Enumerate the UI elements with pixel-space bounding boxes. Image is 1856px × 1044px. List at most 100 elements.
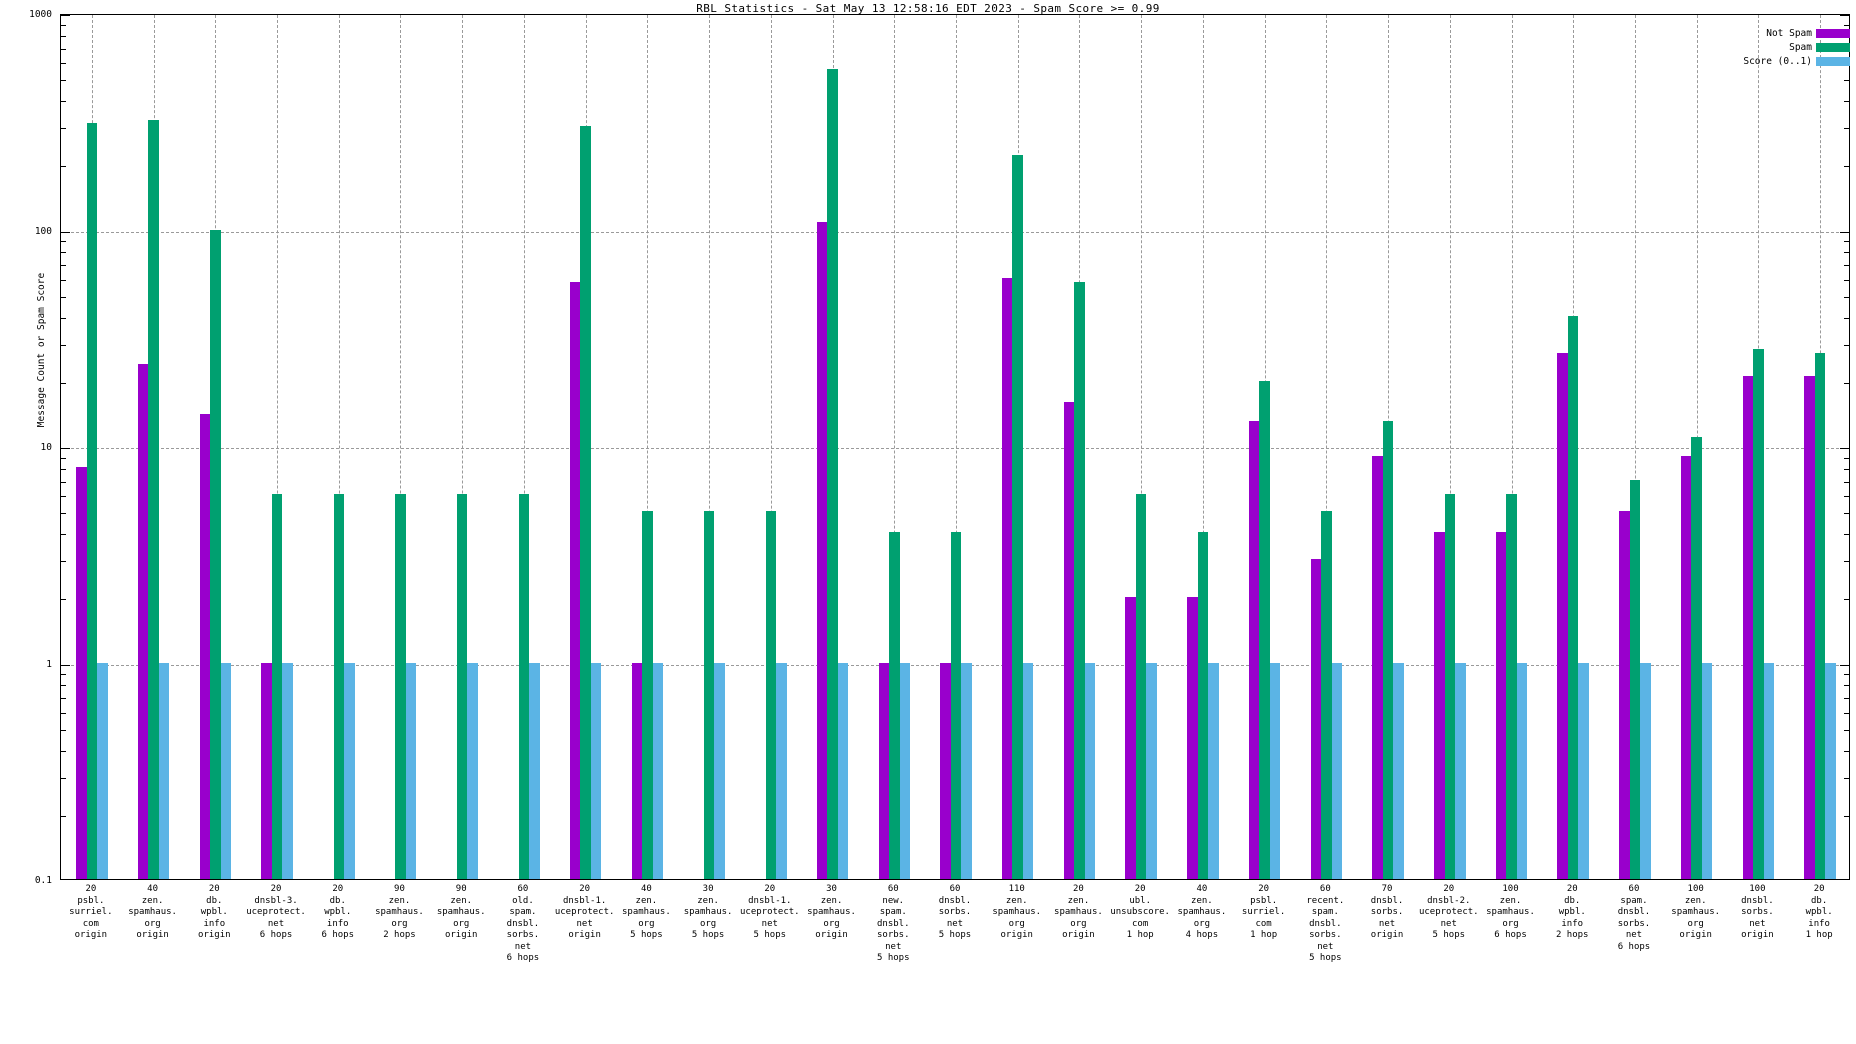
bar-score-0-1 bbox=[837, 662, 849, 879]
y-axis-minor-tick bbox=[1844, 698, 1849, 700]
x-axis-tick-label-line: origin bbox=[136, 930, 169, 940]
x-axis-tick-label-line: 5 hops bbox=[1309, 953, 1342, 963]
x-axis-tick-label-line: spamhaus. bbox=[683, 907, 733, 917]
x-axis-tick-label: 20 zen. spamhaus. org origin bbox=[1048, 884, 1110, 942]
x-axis-tick-label-line: org bbox=[1070, 918, 1087, 929]
x-axis-tick-label-line: 40 bbox=[147, 884, 158, 894]
x-axis-tick-label-line: dnsbl. bbox=[1741, 895, 1774, 906]
y-axis-minor-tick bbox=[1844, 729, 1849, 731]
vertical-gridline bbox=[1202, 15, 1204, 879]
x-axis-tick-label-line: 100 bbox=[1687, 884, 1704, 894]
x-axis-tick-label-line: 20 bbox=[332, 884, 344, 894]
x-axis-tick-label-line: sorbs. bbox=[506, 930, 540, 940]
x-axis-tick-label-line: 2 hops bbox=[383, 930, 416, 940]
y-axis-minor-tick bbox=[1844, 252, 1849, 254]
vertical-gridline bbox=[338, 15, 340, 879]
bar-group bbox=[1248, 15, 1281, 879]
x-axis-tick-label: 40 zen. spamhaus. org origin bbox=[122, 884, 184, 942]
bar-group bbox=[1434, 15, 1466, 879]
x-axis-tick-label-line: 20 bbox=[208, 884, 220, 894]
x-axis-tick-label-line: net bbox=[267, 918, 285, 929]
x-axis-tick-label-line: net bbox=[761, 918, 778, 929]
bar-score-0-1 bbox=[1084, 662, 1096, 879]
x-axis-tick-label-line: 20 bbox=[1258, 884, 1270, 894]
x-axis-tick-label-line: dnsbl. bbox=[506, 918, 540, 929]
x-axis-tick-label: 60 spam. dnsbl. sorbs. net 6 hops bbox=[1603, 884, 1665, 953]
x-axis-tick-label-line: 2 hops bbox=[1555, 930, 1589, 940]
legend-item[interactable]: Spam bbox=[1789, 42, 1850, 53]
x-axis-tick-label-line: 6 hops bbox=[1494, 930, 1527, 940]
bar-spam bbox=[456, 494, 468, 879]
x-axis-tick-label: 30 zen. spamhaus. org 5 hops bbox=[677, 884, 739, 942]
y-axis-minor-tick bbox=[61, 815, 66, 817]
x-axis-tick-label-line: 70 bbox=[1381, 884, 1393, 894]
x-axis-tick-label-line: db. bbox=[1564, 895, 1581, 906]
y-axis-minor-tick bbox=[1844, 777, 1849, 779]
x-axis-tick-label: 90 zen. spamhaus. org origin bbox=[430, 884, 492, 942]
y-axis-minor-tick bbox=[1844, 80, 1849, 82]
x-axis-tick-label-line: org bbox=[1502, 918, 1519, 929]
bar-spam bbox=[333, 494, 344, 879]
y-axis-minor-tick bbox=[61, 241, 66, 243]
vertical-gridline bbox=[770, 15, 772, 879]
x-axis-tick-label-line: 60 bbox=[949, 884, 961, 894]
x-axis-tick-label-line: zen. bbox=[388, 895, 411, 906]
bar-not-spam bbox=[1495, 532, 1507, 879]
x-axis-tick-label: 100 zen. spamhaus. org origin bbox=[1665, 884, 1727, 942]
x-axis-tick-label-line: zen. bbox=[820, 895, 843, 906]
bar-spam bbox=[210, 229, 221, 879]
vertical-gridline bbox=[647, 15, 649, 879]
y-axis-minor-tick bbox=[1844, 296, 1849, 298]
x-axis-tick-label-line: 100 bbox=[1502, 884, 1519, 894]
x-axis-tick-label-line: 20 bbox=[1813, 884, 1825, 894]
x-axis-tick-label-line: surriel. bbox=[1241, 907, 1286, 917]
x-axis-tick-label-line: 20 bbox=[270, 884, 282, 894]
x-axis-tick-label-line: db. bbox=[1810, 895, 1828, 906]
vertical-gridline bbox=[1326, 15, 1328, 879]
bar-group bbox=[693, 15, 725, 879]
x-axis-tick-label-line: spam. bbox=[1311, 907, 1339, 917]
y-axis-minor-tick bbox=[61, 685, 66, 687]
x-axis-tick-label: 30 zen. spamhaus. org origin bbox=[801, 884, 863, 942]
bar-score-0-1 bbox=[590, 662, 602, 879]
y-axis-minor-tick bbox=[61, 561, 66, 563]
legend-item[interactable]: Not Spam bbox=[1766, 28, 1850, 39]
x-axis-tick-label-line: origin bbox=[444, 930, 478, 940]
bar-score-0-1 bbox=[776, 662, 787, 879]
x-axis-tick-label-line: spamhaus. bbox=[807, 907, 856, 917]
x-axis-tick-label-line: 20 bbox=[1443, 884, 1455, 894]
x-axis-tick-label-line: net bbox=[1749, 918, 1766, 929]
bar-not-spam bbox=[76, 466, 87, 879]
bar-not-spam bbox=[878, 662, 890, 879]
x-axis-tick-label-line: sorbs. bbox=[1741, 907, 1774, 917]
vertical-gridline bbox=[1449, 15, 1451, 879]
y-axis-minor-tick bbox=[1844, 265, 1849, 267]
y-axis-tick-label: 1000 bbox=[29, 9, 52, 20]
bar-spam bbox=[1691, 437, 1702, 879]
x-axis-tick-label-line: origin bbox=[74, 930, 108, 940]
bar-not-spam bbox=[940, 662, 951, 879]
chart-legend: Not Spam Spam Score (0..1) bbox=[1743, 28, 1850, 67]
y-axis-minor-tick bbox=[1844, 674, 1849, 676]
x-axis-tick-label: 20 psbl. surriel. com origin bbox=[60, 884, 122, 942]
y-axis-minor-tick bbox=[1844, 561, 1849, 563]
y-axis-major-tick bbox=[61, 15, 70, 16]
x-axis-tick-label-line: zen. bbox=[450, 895, 473, 906]
bar-score-0-1 bbox=[961, 662, 972, 879]
x-axis-tick-label-line: 4 hops bbox=[1185, 930, 1219, 940]
bar-spam bbox=[148, 120, 159, 879]
x-axis-tick-label: 20 ubl. unsubscore. com 1 hop bbox=[1109, 884, 1171, 942]
bar-spam bbox=[1567, 315, 1579, 879]
x-axis-tick-label-line: net bbox=[946, 918, 964, 929]
x-axis-tick-label-line: ubl. bbox=[1129, 895, 1151, 906]
bar-not-spam bbox=[137, 363, 149, 879]
y-axis-minor-tick bbox=[61, 382, 66, 384]
x-axis-tick-label: 20 dnsbl-3. uceprotect. net 6 hops bbox=[245, 884, 307, 942]
y-axis-major-tick bbox=[1840, 231, 1849, 233]
x-axis-tick-label-line: origin bbox=[1062, 930, 1095, 940]
legend-item[interactable]: Score (0..1) bbox=[1743, 56, 1850, 67]
bar-group bbox=[878, 15, 911, 879]
bar-group bbox=[1680, 15, 1713, 879]
x-axis-tick-label-line: uceprotect. bbox=[246, 907, 306, 917]
